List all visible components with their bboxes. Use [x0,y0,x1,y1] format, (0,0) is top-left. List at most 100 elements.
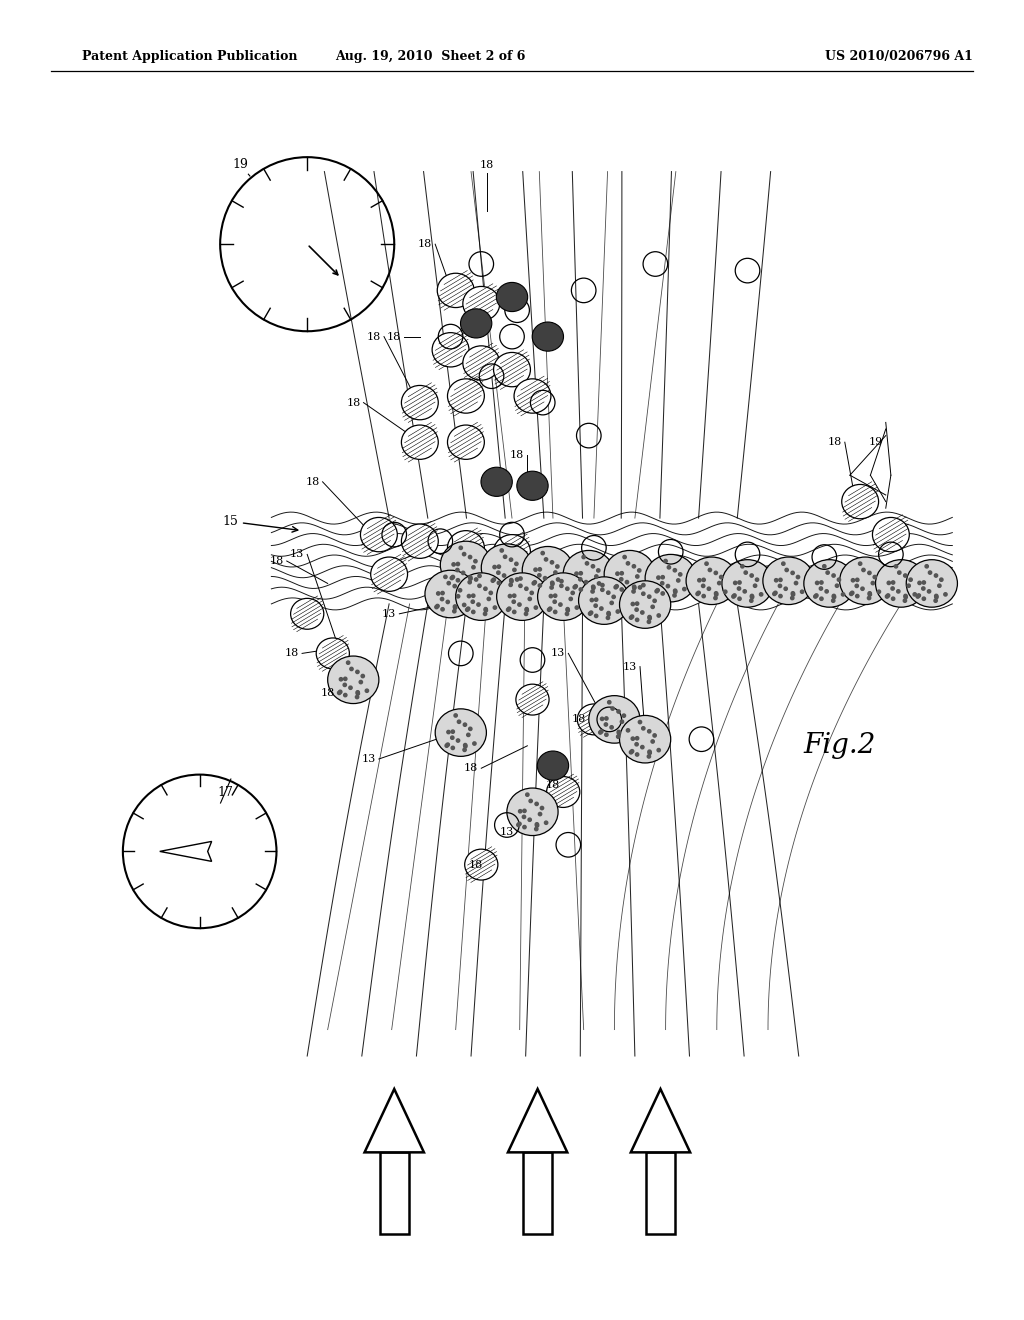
Ellipse shape [463,286,500,321]
Text: Aug. 19, 2010  Sheet 2 of 6: Aug. 19, 2010 Sheet 2 of 6 [335,50,525,63]
Circle shape [934,574,938,577]
Circle shape [615,585,618,587]
Circle shape [452,562,456,566]
Circle shape [878,590,881,594]
Circle shape [641,746,644,748]
Text: 13: 13 [290,549,304,560]
Circle shape [468,556,472,558]
Ellipse shape [401,524,438,558]
Circle shape [513,594,516,598]
Ellipse shape [507,788,558,836]
Circle shape [740,565,744,568]
Circle shape [871,581,874,585]
Circle shape [868,591,871,595]
Circle shape [554,610,557,614]
Circle shape [648,615,651,619]
Circle shape [535,606,538,610]
Circle shape [696,593,699,595]
Circle shape [525,607,528,611]
Circle shape [472,610,475,614]
Circle shape [573,586,577,589]
Circle shape [473,742,476,746]
Circle shape [503,574,506,577]
Circle shape [530,591,534,594]
Circle shape [472,565,475,569]
Ellipse shape [371,557,408,591]
Circle shape [457,578,460,582]
Text: 13: 13 [361,754,376,764]
Circle shape [636,737,639,741]
Circle shape [467,733,470,737]
Ellipse shape [497,573,548,620]
Circle shape [534,568,538,572]
Circle shape [791,597,794,599]
Circle shape [504,556,507,558]
Circle shape [825,590,828,593]
Circle shape [355,696,358,698]
Circle shape [868,593,871,597]
Circle shape [674,590,677,594]
Circle shape [891,587,894,590]
Circle shape [545,558,548,561]
Circle shape [462,572,465,574]
Circle shape [733,581,737,585]
Circle shape [446,601,450,603]
Circle shape [454,714,458,717]
Circle shape [589,612,592,615]
Circle shape [452,730,455,734]
Circle shape [751,595,754,599]
Text: 18: 18 [827,437,842,447]
Circle shape [657,748,660,752]
Circle shape [928,590,931,593]
Text: 19: 19 [232,158,249,172]
Circle shape [664,560,668,562]
Circle shape [620,578,623,581]
Polygon shape [523,1152,552,1234]
Circle shape [566,607,569,611]
Circle shape [630,616,633,619]
Text: 18: 18 [418,239,432,249]
Circle shape [535,828,538,830]
Text: 13: 13 [623,661,637,672]
Ellipse shape [722,560,773,607]
Circle shape [737,587,740,590]
Circle shape [474,578,478,581]
Circle shape [656,576,660,579]
Circle shape [452,576,455,578]
Ellipse shape [804,560,855,607]
Circle shape [435,606,438,609]
Circle shape [463,553,466,556]
Circle shape [524,612,527,615]
Circle shape [831,599,835,602]
Circle shape [498,565,501,569]
Circle shape [597,582,601,585]
Circle shape [647,755,650,758]
Circle shape [801,590,804,594]
Circle shape [697,591,700,594]
Circle shape [632,565,636,568]
Circle shape [679,573,682,576]
Ellipse shape [763,557,814,605]
Circle shape [892,581,895,585]
Circle shape [605,717,608,721]
Ellipse shape [514,379,551,413]
Circle shape [633,585,636,589]
Circle shape [648,750,651,754]
Circle shape [553,601,556,603]
Circle shape [607,611,610,615]
Circle shape [903,574,907,577]
Circle shape [590,598,594,602]
Ellipse shape [437,273,474,308]
Circle shape [855,585,858,587]
Circle shape [523,825,526,829]
Circle shape [929,572,932,574]
Circle shape [436,605,439,607]
Circle shape [892,597,895,601]
Circle shape [935,594,938,598]
Ellipse shape [620,581,671,628]
Ellipse shape [578,704,610,735]
Circle shape [487,597,490,601]
Circle shape [709,569,712,572]
Circle shape [494,606,497,610]
Circle shape [441,591,444,595]
